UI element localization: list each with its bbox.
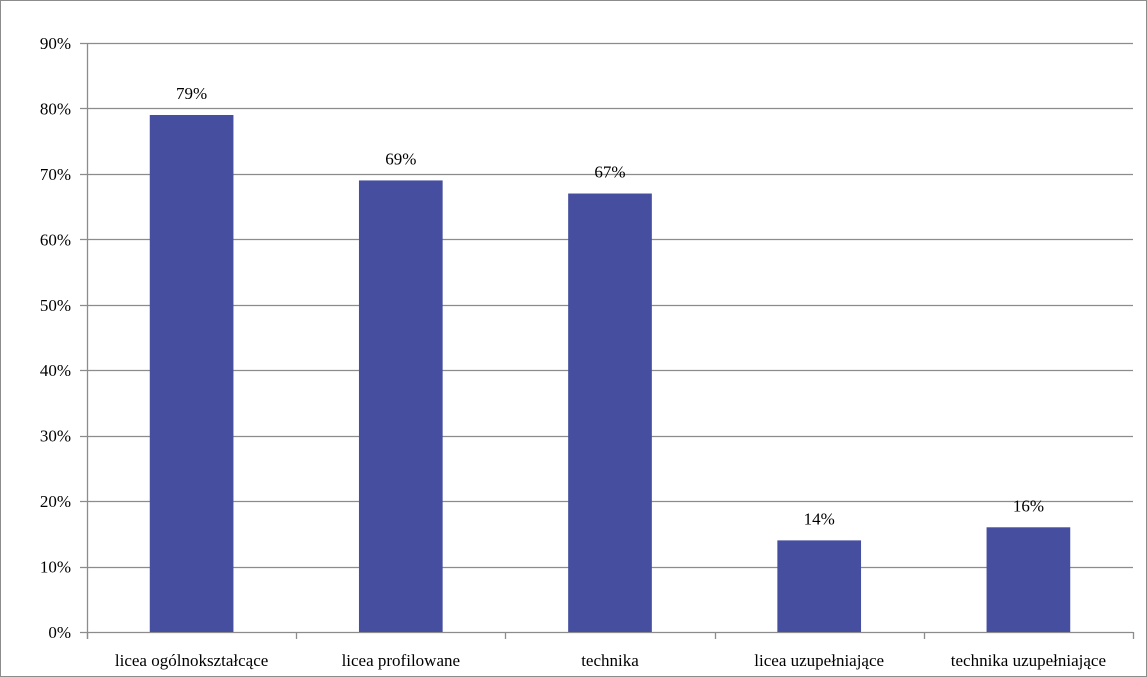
x-tick-label: licea ogólnokształcące — [115, 651, 268, 670]
x-tick-label: technika — [581, 651, 639, 670]
data-label: 14% — [804, 509, 835, 528]
x-tick-label: licea profilowane — [342, 651, 460, 670]
y-tick-label: 70% — [40, 165, 71, 184]
y-tick-label: 60% — [40, 230, 71, 249]
bar — [149, 114, 234, 632]
bar — [568, 193, 652, 632]
bar — [986, 527, 1071, 632]
data-label: 16% — [1013, 496, 1044, 515]
y-tick-label: 10% — [40, 558, 71, 577]
y-tick-label: 90% — [40, 34, 71, 53]
y-tick-label: 20% — [40, 492, 71, 511]
y-tick-label: 80% — [40, 99, 71, 118]
x-tick-label: technika uzupełniające — [951, 651, 1106, 670]
data-label: 79% — [176, 84, 207, 103]
y-tick-label: 30% — [40, 427, 71, 446]
y-tick-label: 50% — [40, 296, 71, 315]
y-tick-label: 40% — [40, 361, 71, 380]
bar — [777, 540, 862, 632]
bar — [358, 180, 443, 632]
x-tick-label: licea uzupełniające — [754, 651, 884, 670]
data-label: 67% — [594, 163, 625, 182]
data-label: 69% — [385, 149, 416, 168]
y-tick-label: 0% — [48, 623, 71, 642]
